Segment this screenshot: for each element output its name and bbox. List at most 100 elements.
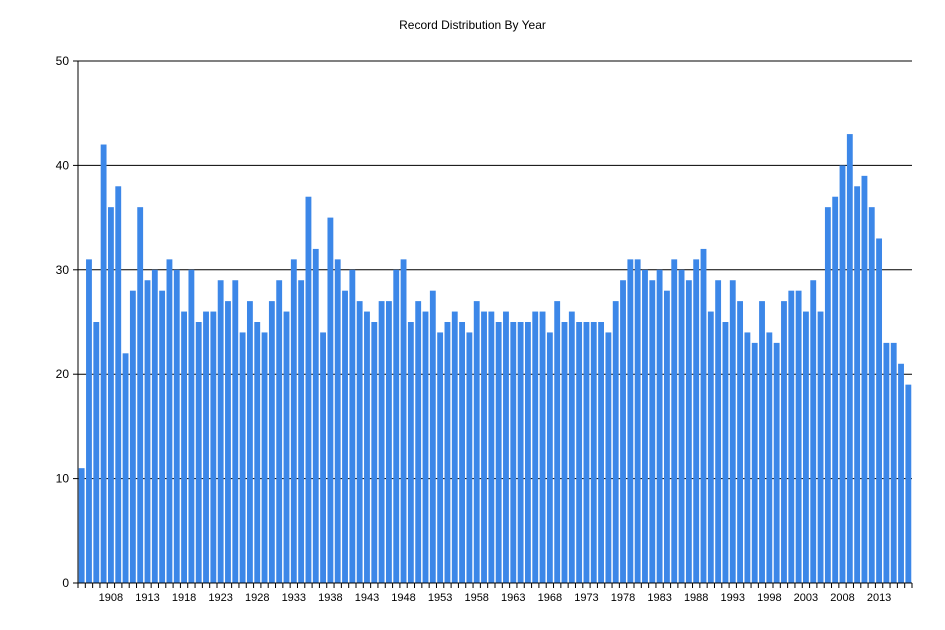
bar xyxy=(181,311,188,583)
bar xyxy=(378,301,385,583)
bar xyxy=(876,238,883,584)
bar xyxy=(905,384,912,583)
bar xyxy=(385,301,392,583)
x-tick-label: 1943 xyxy=(355,592,379,604)
bar xyxy=(349,269,356,583)
bar xyxy=(773,342,780,583)
bar xyxy=(459,322,466,583)
bar xyxy=(598,322,605,583)
bar xyxy=(854,186,861,583)
bar xyxy=(802,311,809,583)
bar xyxy=(839,165,846,583)
y-tick-label: 50 xyxy=(56,54,70,68)
bar xyxy=(144,280,151,583)
bar xyxy=(407,322,414,583)
bar xyxy=(393,269,400,583)
y-tick-label: 40 xyxy=(56,158,70,172)
x-tick-label: 1923 xyxy=(208,592,232,604)
bar xyxy=(488,311,495,583)
bar xyxy=(532,311,539,583)
x-tick-label: 2003 xyxy=(794,592,818,604)
x-tick-label: 1978 xyxy=(611,592,635,604)
x-tick-label: 1973 xyxy=(574,592,598,604)
bar xyxy=(276,280,283,583)
x-tick-label: 1963 xyxy=(501,592,525,604)
bar xyxy=(422,311,429,583)
bar xyxy=(451,311,458,583)
bar xyxy=(832,196,839,583)
y-tick-label: 0 xyxy=(62,576,69,590)
bar xyxy=(868,207,875,583)
bar xyxy=(364,311,370,583)
bar xyxy=(122,353,129,583)
bar xyxy=(78,468,85,583)
x-tick-label: 2008 xyxy=(830,592,854,604)
bar xyxy=(546,332,553,583)
bar xyxy=(151,269,158,583)
x-tick-label: 1953 xyxy=(428,592,452,604)
bar xyxy=(795,290,802,583)
x-tick-label: 2013 xyxy=(867,592,891,604)
bar xyxy=(232,280,239,583)
bar xyxy=(203,311,209,583)
bar xyxy=(707,311,714,583)
gridlines xyxy=(78,60,912,480)
bar xyxy=(415,301,422,583)
x-tick-label: 1983 xyxy=(647,592,671,604)
y-axis-ticks: 0 10 20 30 40 50 xyxy=(56,54,78,590)
bar xyxy=(466,332,473,583)
bar xyxy=(627,259,634,583)
bar xyxy=(810,280,817,583)
bar xyxy=(312,248,319,584)
bar xyxy=(576,322,583,583)
x-tick-label: 1933 xyxy=(282,592,306,604)
bar xyxy=(115,186,122,583)
x-tick-label: 1968 xyxy=(538,592,562,604)
bar xyxy=(649,280,656,583)
y-tick-label: 20 xyxy=(56,367,70,381)
bar xyxy=(759,301,765,583)
y-tick-label: 10 xyxy=(56,472,70,486)
x-tick-label: 1938 xyxy=(318,592,342,604)
bar xyxy=(883,342,890,583)
bar xyxy=(400,259,407,583)
bar xyxy=(371,322,378,583)
bar xyxy=(722,322,729,583)
bar xyxy=(620,280,626,583)
bar xyxy=(503,311,509,583)
x-tick-label: 1993 xyxy=(721,592,745,604)
bar xyxy=(766,332,773,583)
x-tick-label: 1988 xyxy=(684,592,708,604)
y-tick-label: 30 xyxy=(56,263,70,277)
bar xyxy=(663,290,670,583)
bar xyxy=(334,259,341,583)
bar xyxy=(590,322,597,583)
bar xyxy=(671,259,678,583)
bar xyxy=(656,269,663,583)
bar xyxy=(210,311,217,583)
chart-title: Record Distribution By Year xyxy=(399,18,546,32)
bar xyxy=(612,301,619,583)
bar xyxy=(283,311,290,583)
x-tick-label: 1928 xyxy=(245,592,269,604)
bar xyxy=(188,269,195,583)
x-tick-label: 1908 xyxy=(99,592,123,604)
x-tick-label: 1918 xyxy=(172,592,196,604)
bar xyxy=(298,280,305,583)
bar xyxy=(678,269,685,583)
bar xyxy=(539,311,546,583)
bar xyxy=(239,332,246,583)
bar xyxy=(605,332,612,583)
bar xyxy=(261,332,268,583)
bar xyxy=(554,301,561,583)
x-axis-ticks: 1908 1913 1918 1923 1928 1933 1938 1943 1948 1953… xyxy=(77,583,913,604)
bar xyxy=(510,322,517,583)
bar xyxy=(107,207,114,583)
bars xyxy=(78,134,912,584)
bar xyxy=(517,322,524,583)
bar xyxy=(305,196,312,583)
bar xyxy=(195,322,202,583)
bar xyxy=(693,259,700,583)
bar xyxy=(173,269,180,583)
bar xyxy=(481,311,487,583)
